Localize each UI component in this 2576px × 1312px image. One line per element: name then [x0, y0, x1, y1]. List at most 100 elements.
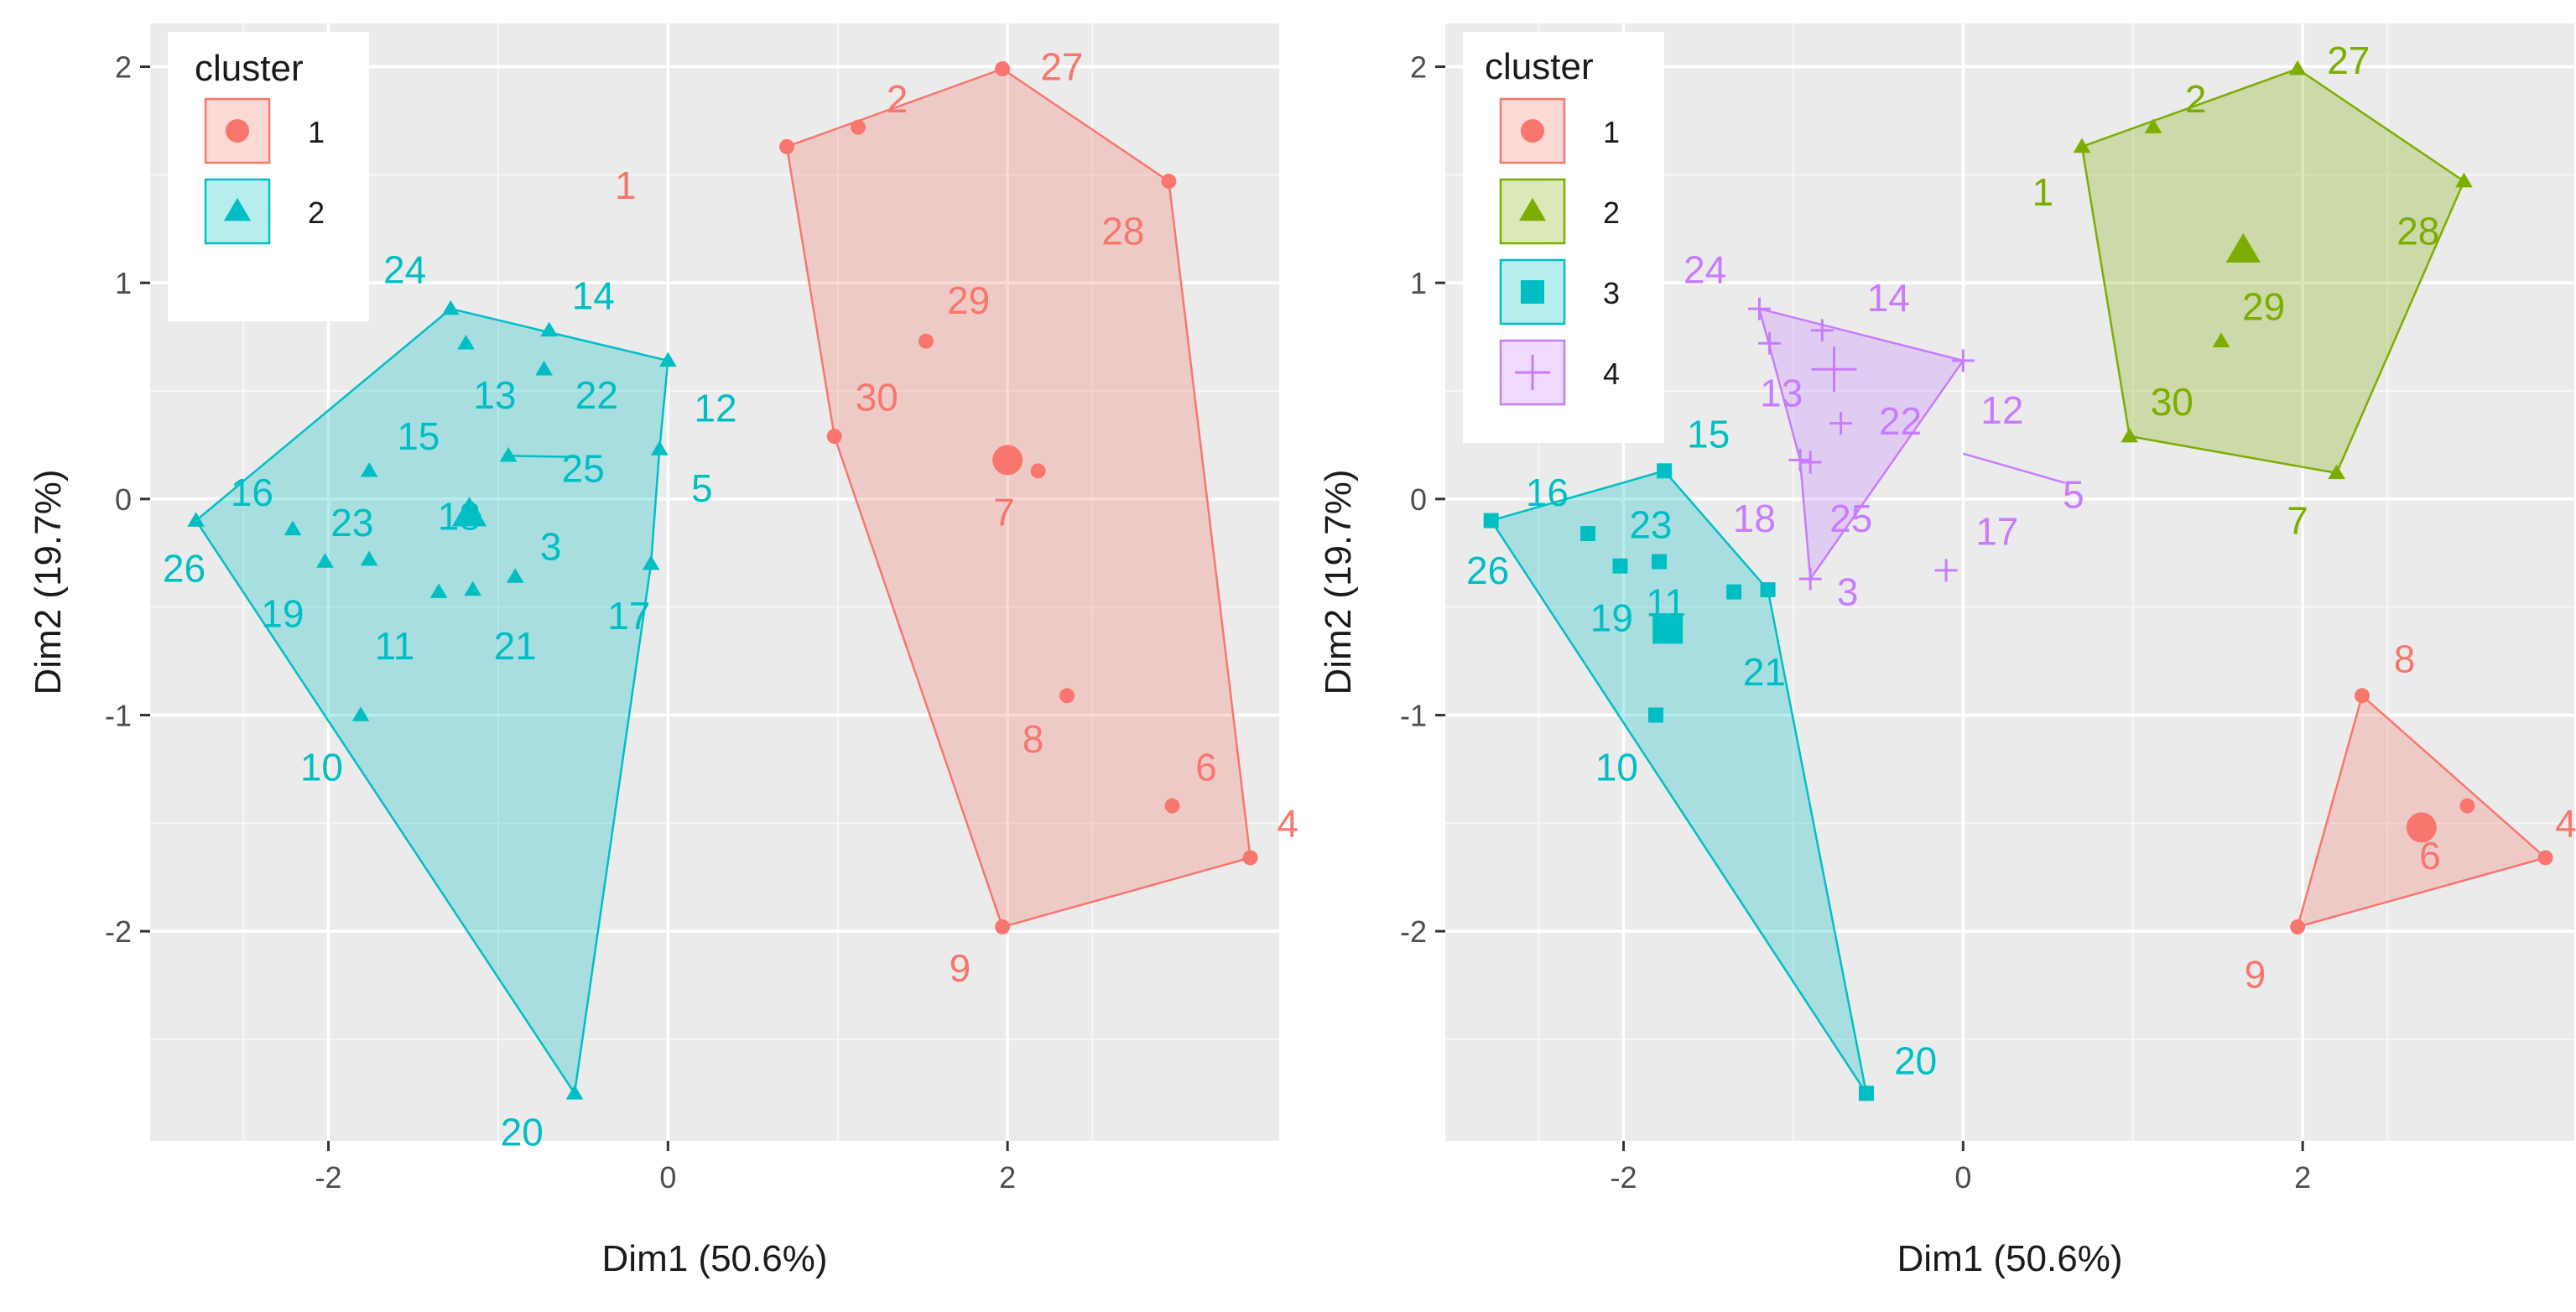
point-label-18: 18	[1733, 497, 1776, 540]
point-label-25: 25	[562, 447, 605, 491]
point-label-2: 2	[887, 77, 908, 121]
point-label-20: 20	[1894, 1039, 1937, 1083]
point-7	[2328, 464, 2345, 480]
point-label-13: 13	[473, 373, 516, 417]
point-label-5: 5	[2063, 473, 2084, 517]
point-label-19: 19	[1590, 596, 1633, 640]
x-axis-title-left: Dim1 (50.6%)	[602, 1238, 828, 1279]
cluster-center-2	[2225, 232, 2261, 263]
point-label-23: 23	[1629, 503, 1672, 547]
point-20	[565, 1084, 584, 1100]
point-label-28: 28	[1101, 209, 1144, 253]
point-label-12: 12	[1980, 388, 2023, 432]
point-label-2: 2	[2185, 77, 2207, 121]
point-25	[499, 446, 518, 462]
point-label-16: 16	[231, 471, 273, 514]
x-tick-label: -2	[315, 1160, 342, 1195]
cluster-center-1	[2406, 812, 2437, 843]
point-23	[316, 553, 334, 568]
point-7	[1030, 463, 1046, 479]
legend-key-symbol-3	[1521, 280, 1544, 304]
point-label-4: 4	[2555, 801, 2576, 845]
points-left	[187, 61, 1258, 1100]
point-23	[1612, 558, 1628, 574]
legend-left: cluster 12	[168, 32, 369, 321]
point-4	[1242, 850, 1258, 866]
point-22	[1829, 412, 1853, 435]
point-25	[1798, 450, 1822, 474]
legend-label-2: 2	[308, 195, 325, 230]
point-label-21: 21	[494, 624, 537, 668]
cluster-center-1	[992, 445, 1023, 476]
point-8	[2354, 688, 2370, 704]
point-3	[1798, 567, 1822, 591]
point-26	[187, 512, 205, 527]
legend-label-1: 1	[308, 115, 325, 149]
legend-label-1: 1	[1603, 115, 1620, 149]
point-label-11: 11	[1646, 581, 1686, 624]
point-label-8: 8	[1023, 717, 1044, 761]
legend-keys-right: 1 2 3 4	[1499, 97, 1620, 406]
point-label-17: 17	[1975, 509, 2018, 553]
y-tick-label: 1	[115, 266, 132, 300]
point-label-14: 14	[1867, 276, 1910, 320]
point-13	[457, 334, 475, 350]
point-label-9: 9	[950, 946, 971, 990]
point-label-30: 30	[2151, 380, 2194, 424]
point-16	[284, 520, 302, 536]
point-label-15: 15	[1687, 413, 1730, 456]
point-label-10: 10	[1595, 745, 1638, 789]
y-tick-label: -2	[1400, 914, 1427, 949]
legend-background-left	[168, 32, 369, 321]
point-28	[2455, 172, 2473, 188]
point-label-26: 26	[1466, 549, 1509, 592]
point-21	[1760, 582, 1776, 598]
point-1	[779, 138, 795, 154]
legend-key-2	[204, 178, 271, 245]
point-label-11: 11	[375, 624, 415, 668]
point-6	[1164, 798, 1180, 814]
x-tick-label: 2	[2294, 1160, 2311, 1195]
point-13	[1758, 331, 1782, 355]
legend-key-symbol-4	[1515, 355, 1550, 390]
point-4	[2537, 850, 2553, 866]
y-tick-label: -2	[105, 914, 132, 949]
point-label-25: 25	[1829, 497, 1872, 540]
point-18	[1788, 448, 1812, 471]
point-16	[1580, 526, 1596, 542]
point-label-18: 18	[438, 494, 481, 538]
point-28	[1161, 174, 1177, 190]
legend-key-symbol-2	[1518, 197, 1547, 221]
point-29	[2212, 332, 2230, 347]
point-label-1: 1	[615, 164, 637, 207]
legend-title-right: cluster	[1485, 46, 1594, 87]
point-label-7: 7	[993, 490, 1015, 534]
legend-right: cluster 1 2 3 4	[1463, 32, 1664, 443]
point-14	[1810, 319, 1834, 342]
point-label-21: 21	[1743, 650, 1786, 694]
point-30	[826, 429, 842, 445]
point-14	[540, 321, 559, 337]
hulls-right	[1489, 67, 2548, 1095]
point-label-17: 17	[607, 594, 650, 638]
legend-label-2: 2	[1603, 195, 1620, 230]
point-8	[1059, 688, 1075, 704]
x-axis-title-right: Dim1 (50.6%)	[1897, 1238, 2123, 1279]
y-axis-title-right: Dim2 (19.7%)	[1318, 470, 1359, 695]
point-19	[360, 550, 378, 566]
point-label-10: 10	[300, 745, 343, 789]
point-27	[995, 61, 1011, 77]
point-label-20: 20	[501, 1111, 544, 1154]
point-10	[351, 706, 370, 721]
point-12	[1951, 349, 1975, 372]
point-27	[2288, 60, 2307, 75]
point-label-12: 12	[694, 387, 736, 430]
points-right	[1483, 60, 2553, 1101]
point-17	[642, 554, 660, 570]
point-15	[1657, 463, 1673, 479]
y-axis-title-left: Dim2 (19.7%)	[28, 470, 69, 695]
